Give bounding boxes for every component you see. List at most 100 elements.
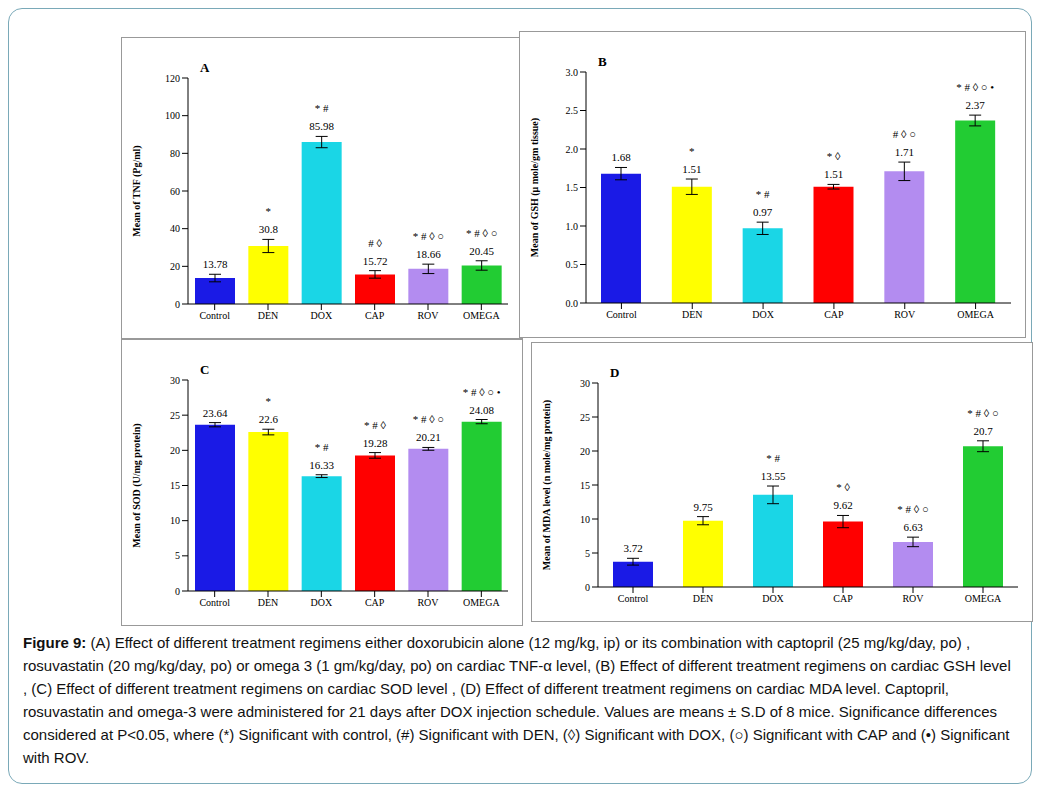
svg-text:13.55: 13.55 [761, 470, 786, 482]
svg-text:DOX: DOX [310, 310, 332, 321]
svg-text:Mean of SOD (U/mg protein): Mean of SOD (U/mg protein) [131, 423, 143, 547]
svg-text:Control: Control [618, 593, 649, 604]
svg-text:* # ◊ ○: * # ◊ ○ [897, 503, 928, 515]
svg-text:*: * [266, 395, 272, 407]
svg-text:0: 0 [585, 582, 590, 593]
svg-text:18.66: 18.66 [416, 248, 441, 260]
svg-text:25: 25 [170, 410, 180, 421]
svg-text:CAP: CAP [824, 309, 844, 320]
svg-text:DEN: DEN [693, 593, 714, 604]
svg-text:20: 20 [170, 261, 180, 272]
svg-text:100: 100 [165, 110, 180, 121]
svg-text:15: 15 [580, 480, 590, 491]
svg-text:1.0: 1.0 [566, 221, 579, 232]
svg-text:9.75: 9.75 [693, 501, 713, 513]
svg-text:13.78: 13.78 [203, 258, 228, 270]
svg-text:85.98: 85.98 [309, 120, 334, 132]
svg-text:22.6: 22.6 [259, 413, 279, 425]
svg-text:Mean of TNF (Pg/ml): Mean of TNF (Pg/ml) [131, 145, 143, 236]
svg-text:OMEGA: OMEGA [463, 310, 500, 321]
svg-text:20.7: 20.7 [973, 425, 993, 437]
svg-text:30.8: 30.8 [259, 223, 279, 235]
svg-text:DEN: DEN [258, 597, 279, 608]
svg-text:* #: * # [315, 102, 329, 114]
svg-text:16.33: 16.33 [309, 459, 334, 471]
svg-text:40: 40 [170, 223, 180, 234]
svg-text:1.5: 1.5 [566, 182, 579, 193]
svg-text:Control: Control [199, 597, 230, 608]
svg-text:19.28: 19.28 [363, 437, 388, 449]
svg-text:20: 20 [170, 445, 180, 456]
svg-text:0.0: 0.0 [566, 298, 579, 309]
svg-text:CAP: CAP [365, 310, 385, 321]
svg-text:120: 120 [165, 73, 180, 84]
svg-text:3.0: 3.0 [566, 67, 579, 78]
svg-text:DOX: DOX [310, 597, 332, 608]
svg-text:# ◊: # ◊ [368, 237, 382, 249]
svg-text:* # ◊ ○ •: * # ◊ ○ • [463, 386, 501, 398]
svg-text:6.63: 6.63 [903, 521, 923, 533]
svg-text:Control: Control [606, 309, 637, 320]
svg-text:OMEGA: OMEGA [965, 593, 1002, 604]
svg-text:* ◊: * ◊ [827, 150, 841, 162]
svg-text:1.51: 1.51 [824, 168, 843, 180]
svg-text:OMEGA: OMEGA [463, 597, 500, 608]
svg-text:DOX: DOX [762, 593, 784, 604]
svg-text:*: * [689, 145, 695, 157]
svg-text:# ◊ ○: # ◊ ○ [893, 128, 916, 140]
svg-text:* # ◊ ○: * # ◊ ○ [967, 407, 998, 419]
svg-text:* # ◊ ○: * # ◊ ○ [413, 230, 444, 242]
svg-text:20.45: 20.45 [469, 245, 494, 257]
svg-text:25: 25 [580, 412, 590, 423]
svg-text:0.97: 0.97 [753, 206, 773, 218]
svg-text:* #: * # [756, 188, 770, 200]
svg-text:1.68: 1.68 [611, 151, 631, 163]
html-text:Figure 9: (A) Effect of differ: Figure 9: (A) Effect of different treatm… [23, 634, 1011, 766]
svg-text:30: 30 [580, 378, 590, 389]
svg-text:80: 80 [170, 148, 180, 159]
svg-text:DEN: DEN [682, 309, 703, 320]
svg-text:30: 30 [170, 375, 180, 386]
svg-text:10: 10 [580, 514, 590, 525]
svg-text:* # ◊ ○ •: * # ◊ ○ • [956, 81, 994, 93]
svg-text:Mean of MDA level (n mole/mg p: Mean of MDA level (n mole/mg protein) [541, 400, 553, 570]
svg-text:20.21: 20.21 [416, 431, 441, 443]
svg-text:* # ◊ ○: * # ◊ ○ [413, 413, 444, 425]
svg-text:2.5: 2.5 [566, 105, 579, 116]
svg-text:DOX: DOX [752, 309, 774, 320]
svg-text:ROV: ROV [417, 310, 439, 321]
svg-text:0: 0 [175, 586, 180, 597]
svg-text:15.72: 15.72 [363, 255, 388, 267]
svg-text:3.72: 3.72 [623, 542, 642, 554]
svg-text:24.08: 24.08 [469, 404, 494, 416]
svg-text:0: 0 [175, 299, 180, 310]
svg-text:5: 5 [585, 548, 590, 559]
svg-text:1.71: 1.71 [895, 146, 914, 158]
svg-text:5: 5 [175, 550, 180, 561]
svg-text:CAP: CAP [833, 593, 853, 604]
svg-text:60: 60 [170, 186, 180, 197]
svg-text:* #: * # [766, 452, 780, 464]
svg-text:2.37: 2.37 [966, 99, 986, 111]
svg-text:2.0: 2.0 [566, 144, 579, 155]
svg-text:* #: * # [315, 441, 329, 453]
svg-text:* # ◊: * # ◊ [364, 419, 387, 431]
svg-text:CAP: CAP [365, 597, 385, 608]
svg-text:OMEGA: OMEGA [957, 309, 994, 320]
svg-text:15: 15 [170, 480, 180, 491]
svg-text:Control: Control [199, 310, 230, 321]
svg-text:DEN: DEN [258, 310, 279, 321]
svg-text:ROV: ROV [902, 593, 924, 604]
svg-text:ROV: ROV [894, 309, 916, 320]
svg-text:* # ◊ ○: * # ◊ ○ [466, 227, 497, 239]
svg-text:10: 10 [170, 515, 180, 526]
svg-text:Mean of GSH (μ mole/gm tissue): Mean of GSH (μ mole/gm tissue) [529, 118, 541, 257]
svg-text:ROV: ROV [417, 597, 439, 608]
svg-text:23.64: 23.64 [203, 407, 228, 419]
svg-text:0.5: 0.5 [566, 259, 579, 270]
svg-text:1.51: 1.51 [682, 163, 701, 175]
svg-text:9.62: 9.62 [833, 499, 852, 511]
svg-text:20: 20 [580, 446, 590, 457]
svg-text:*: * [266, 205, 272, 217]
svg-text:* ◊: * ◊ [836, 481, 850, 493]
